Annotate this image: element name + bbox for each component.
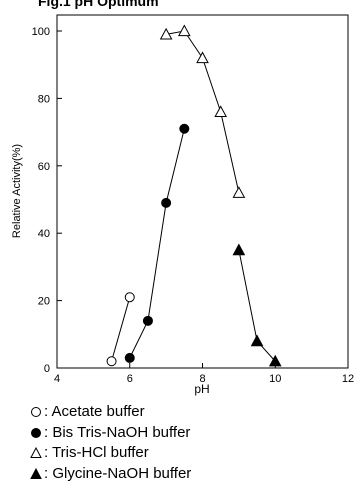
data-point-acetate-buffer (106, 356, 117, 367)
data-point-acetate-buffer (124, 292, 135, 303)
y-tick-label: 0 (44, 363, 50, 375)
legend-label: : Bis Tris-NaOH buffer (44, 423, 191, 441)
ph-optimum-chart: 4 6 8 10 12 0 20 40 60 80 100 pH Relative Activity… (11, 14, 354, 396)
legend-item: : Tris-HCl buffer (30, 443, 191, 464)
x-tick-label: 6 (127, 373, 133, 385)
legend-label: : Glycine-NaOH buffer (44, 464, 192, 482)
legend-item: : Bis Tris-NaOH buffer (30, 423, 191, 444)
legend-label: : Tris-HCl buffer (44, 444, 149, 461)
legend-marker-circle-open (30, 406, 42, 418)
data-point-tris-hcl-buffer (196, 51, 209, 64)
y-axis-label: Relative Activity(%) (11, 144, 23, 238)
data-point-tris-hcl-buffer (232, 186, 246, 198)
series-line-acetate-buffer (111, 297, 131, 362)
data-point-glycine-naoh-buffer (250, 334, 264, 347)
y-tick-label: 80 (38, 93, 50, 105)
x-tick-label: 8 (199, 373, 205, 385)
legend-label: : Acetate buffer (44, 403, 145, 420)
x-tick-label: 4 (54, 373, 60, 385)
data-point-bis-tris-naoh-buffer (161, 197, 172, 208)
x-tick-label: 12 (342, 373, 354, 385)
data-point-tris-hcl-buffer (159, 27, 173, 40)
data-point-tris-hcl-buffer (177, 24, 191, 37)
chart-title: Fig.1 pH Optimum (38, 0, 159, 9)
legend-marker-circle-filled (30, 427, 42, 439)
data-point-bis-tris-naoh-buffer (124, 352, 135, 363)
x-tick-label: 10 (269, 373, 281, 385)
plot-frame (56, 14, 349, 369)
y-tick-label: 60 (38, 161, 50, 173)
series-line-bis-tris-naoh-buffer (129, 128, 185, 359)
legend-marker-triangle-filled (30, 467, 42, 480)
y-tick-label: 20 (38, 296, 50, 308)
legend-item: : Acetate buffer (30, 402, 191, 423)
data-point-bis-tris-naoh-buffer (142, 315, 153, 326)
y-tick-label: 40 (38, 228, 50, 240)
legend-item: : Glycine-NaOH buffer (30, 464, 191, 485)
data-point-tris-hcl-buffer (214, 105, 228, 118)
x-axis-label: pH (194, 382, 209, 396)
data-point-bis-tris-naoh-buffer (179, 123, 190, 134)
legend-marker-triangle-open (30, 447, 42, 459)
data-point-glycine-naoh-buffer (232, 243, 246, 256)
y-tick-label: 100 (32, 26, 50, 38)
data-point-glycine-naoh-buffer (268, 354, 282, 367)
legend: : Acetate buffer : Bis Tris-NaOH buffer : … (30, 402, 191, 484)
